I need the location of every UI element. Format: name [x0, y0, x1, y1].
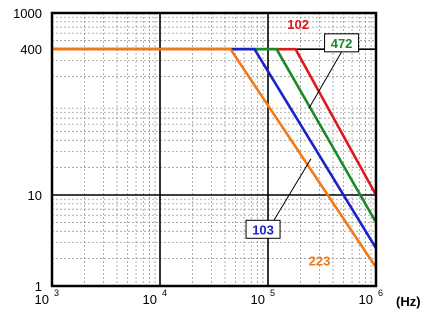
x-tick-label-exponent: 3: [54, 288, 59, 298]
y-tick-label: 400: [20, 42, 42, 57]
y-tick-label: 10: [28, 188, 42, 203]
series-line-223: [52, 47, 378, 269]
series-layer: [52, 47, 378, 269]
x-tick-label-base: 10: [359, 292, 373, 307]
x-tick-label-exponent: 5: [270, 288, 275, 298]
x-tick-labels: 10 3 10 4 10 5 10 6: [35, 288, 383, 307]
x-tick-label-base: 10: [251, 292, 265, 307]
x-tick-label-exponent: 6: [378, 288, 383, 298]
x-tick-label-exponent: 4: [162, 288, 167, 298]
x-unit-label: (Hz): [396, 294, 421, 309]
x-tick-label-base: 10: [143, 292, 157, 307]
plot-frame: [50, 11, 378, 288]
series-label-102: 102: [287, 17, 309, 32]
label-box-103: [245, 219, 281, 239]
label-box-472: [324, 33, 360, 53]
y-tick-label: 1000: [13, 6, 42, 21]
major-grid: [159, 13, 269, 286]
series-label-472: 472: [331, 36, 353, 51]
y-tick-labels: 1000 400 10 1: [13, 6, 42, 294]
x-tick-label-base: 10: [35, 292, 49, 307]
y-tick-label: 1: [35, 279, 42, 294]
plot-background: [52, 13, 376, 286]
leader-line-472: [308, 51, 343, 109]
series-label-103: 103: [252, 222, 274, 237]
series-label-223: 223: [309, 254, 331, 269]
label-layer: 102 472 103 223: [245, 17, 360, 269]
